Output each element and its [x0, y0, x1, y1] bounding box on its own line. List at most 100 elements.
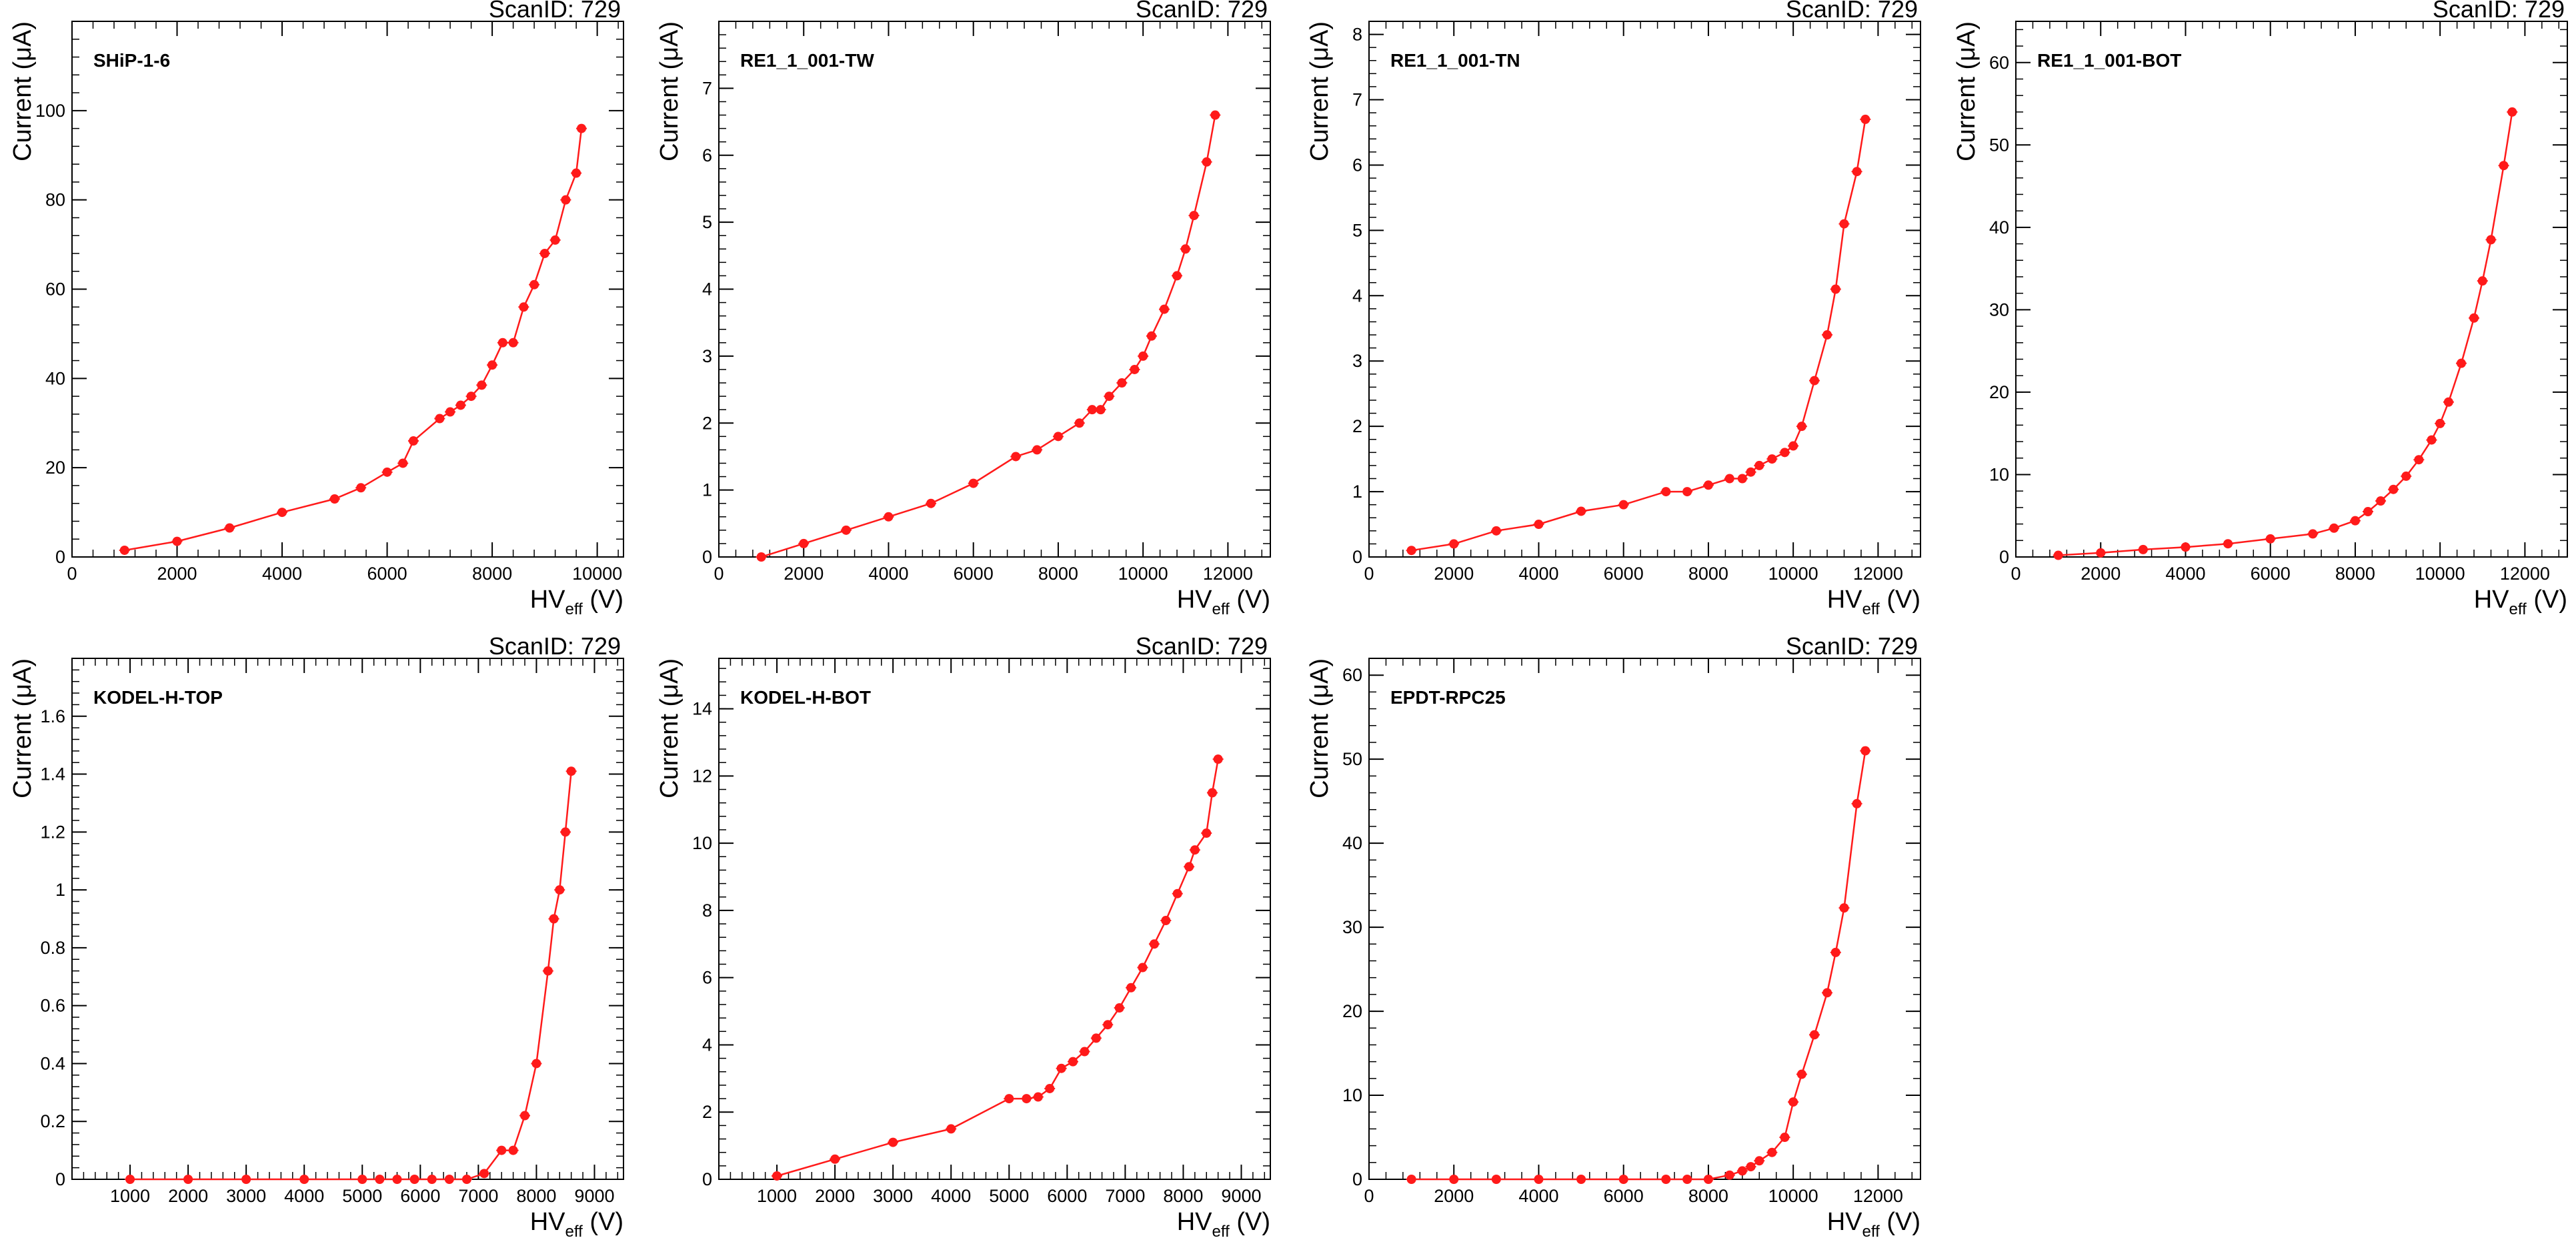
x-tick-label: 8000 [472, 564, 512, 584]
y-tick-label: 1 [1352, 482, 1362, 502]
data-point [968, 478, 978, 488]
y-tick-label: 10 [1989, 464, 2009, 484]
data-point [1788, 1097, 1798, 1107]
chart-panel: 0 2000 4000 6000 8000 10000 12000 0 1 2 3 4 5 6 7 8 Curr… [1306, 0, 1921, 618]
x-tick-label: 6000 [1604, 564, 1644, 584]
data-point [1839, 903, 1849, 913]
chamber-name-label: RE1_1_001-TW [740, 50, 874, 71]
y-tick-label: 40 [1989, 217, 2009, 237]
y-tick-label: 7 [702, 78, 712, 98]
chart-panel: 0 2000 4000 6000 8000 10000 0 20 40 60 80 100Curren… [9, 0, 624, 618]
y-axis-label: Current (μA) [656, 21, 684, 161]
data-point [1491, 526, 1501, 536]
x-tick-label: 12000 [1853, 564, 1903, 584]
data-point [1056, 1063, 1066, 1073]
y-tick-label: 1 [702, 480, 712, 500]
data-point [1004, 1094, 1014, 1104]
x-tick-label: 10000 [1768, 564, 1818, 584]
x-axis-label: HVeff (V) [1177, 1208, 1270, 1240]
scan-id-label: ScanID: 729 [1786, 0, 1918, 23]
x-tick-label: 0 [2011, 564, 2021, 584]
data-point [1754, 1156, 1764, 1166]
data-point [2435, 418, 2445, 428]
data-point [329, 494, 339, 504]
data-point [183, 1175, 193, 1184]
chart-panel: 1000 2000 3000 4000 5000 6000 7000 8000 9000 0 2 4 6… [656, 632, 1271, 1240]
data-point [1406, 546, 1416, 556]
data-point [1780, 448, 1790, 458]
data-point [1207, 788, 1217, 798]
data-point [2469, 313, 2479, 323]
data-point [566, 766, 576, 776]
x-tick-label: 8000 [1688, 1186, 1728, 1206]
x-tick-label: 2000 [1434, 1186, 1474, 1206]
data-point [1213, 754, 1223, 764]
x-tick-label: 7000 [458, 1186, 498, 1206]
data-point [946, 1124, 956, 1134]
y-tick-label: 60 [1989, 53, 2009, 73]
data-point [2350, 516, 2360, 526]
data-point [1491, 1175, 1501, 1184]
scan-id-label: ScanID: 729 [1786, 632, 1918, 660]
data-point [1104, 392, 1114, 402]
y-axis-label: Current (μA) [9, 658, 37, 798]
y-tick-label: 0.8 [40, 938, 65, 958]
data-point [1830, 284, 1840, 294]
x-tick-label: 0 [67, 564, 77, 584]
data-point [2427, 435, 2437, 445]
data-point [1449, 1175, 1459, 1184]
data-point [1091, 1033, 1101, 1043]
data-point [555, 885, 565, 895]
x-tick-label: 8000 [1163, 1186, 1203, 1206]
x-tick-label: 7000 [1105, 1186, 1145, 1206]
x-tick-label: 2000 [168, 1186, 208, 1206]
y-tick-label: 0 [55, 547, 65, 567]
y-tick-label: 10 [1342, 1085, 1362, 1105]
x-tick-label: 4000 [1518, 564, 1558, 584]
data-point [1146, 331, 1156, 341]
x-tick-label: 0 [1364, 1186, 1374, 1206]
x-tick-label: 2000 [2081, 564, 2121, 584]
data-point [1126, 983, 1136, 993]
data-point [1045, 1083, 1055, 1093]
y-axis-label: Current (μA) [1306, 658, 1334, 798]
y-tick-label: 0.4 [40, 1053, 65, 1073]
data-point [1103, 1020, 1113, 1030]
data-point [1682, 1175, 1692, 1184]
y-tick-label: 30 [1989, 299, 2009, 320]
y-tick-label: 20 [1989, 382, 2009, 402]
data-point [539, 248, 549, 258]
data-point [2181, 542, 2191, 552]
data-point [2401, 471, 2411, 481]
data-point [356, 483, 366, 493]
data-point [772, 1171, 782, 1181]
data-point [1767, 1147, 1777, 1157]
x-tick-label: 6000 [2251, 564, 2291, 584]
x-tick-label: 8000 [1688, 564, 1728, 584]
x-tick-label: 5000 [342, 1186, 382, 1206]
scan-id-label: ScanID: 729 [1136, 0, 1268, 23]
data-point [461, 1175, 471, 1184]
x-tick-label: 12000 [1853, 1186, 1903, 1206]
scan-id-label: ScanID: 729 [489, 0, 621, 23]
data-point [455, 400, 465, 410]
data-point [543, 966, 553, 976]
data-point [520, 1111, 530, 1121]
data-point [2389, 484, 2399, 494]
data-point [1661, 487, 1671, 497]
x-tick-label: 4000 [931, 1186, 971, 1206]
x-tick-label: 10000 [572, 564, 622, 584]
y-tick-label: 50 [1989, 135, 2009, 155]
y-tick-label: 40 [45, 368, 65, 388]
x-axis-label: HVeff (V) [530, 1208, 623, 1240]
data-point [2486, 235, 2496, 245]
data-point [119, 545, 129, 555]
data-point [445, 407, 455, 417]
series-line [776, 758, 1219, 1177]
data-point [1576, 506, 1586, 516]
y-tick-label: 6 [702, 145, 712, 165]
y-tick-label: 2 [702, 413, 712, 433]
y-tick-label: 7 [1352, 90, 1362, 110]
data-point [926, 498, 936, 508]
